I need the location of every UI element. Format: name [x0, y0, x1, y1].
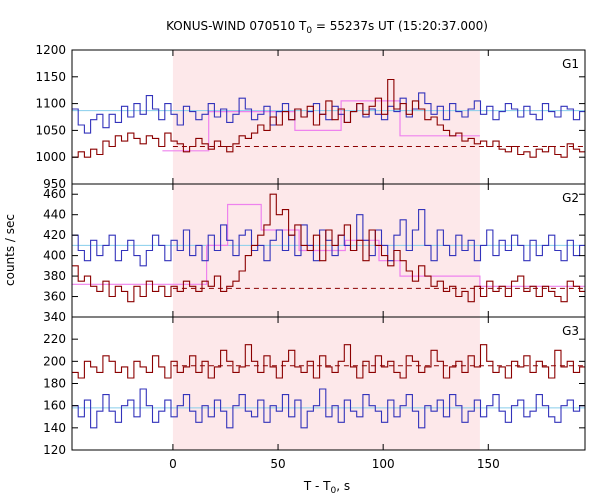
y-tick-label-G1: 1150	[35, 70, 66, 84]
y-tick-label-G2: 360	[43, 290, 66, 304]
panel-frames	[71, 49, 586, 451]
y-tick-label-G1: 950	[43, 177, 66, 191]
panel-label-G1: G1	[562, 57, 579, 71]
y-tick-label-G3: 140	[43, 421, 66, 435]
x-tick-label: 50	[270, 457, 285, 471]
x-axis-label: T - T0, s	[303, 479, 350, 496]
series-G1-red	[72, 78, 585, 158]
x-tick-label: 150	[477, 457, 500, 471]
panel-G3-marks	[72, 344, 585, 429]
y-tick-label-G3: 160	[43, 399, 66, 413]
y-axis-label: counts / sec	[3, 214, 17, 286]
bayesian-blocks-G1	[162, 100, 480, 152]
series-G2-blue	[72, 209, 585, 267]
y-tick-label-G3: 220	[43, 332, 66, 346]
panel-label-G3: G3	[562, 324, 579, 338]
series-G3-red	[72, 344, 585, 379]
x-tick-label: 100	[372, 457, 395, 471]
series-G2-red	[72, 193, 585, 303]
y-tick-label-G2: 460	[43, 187, 66, 201]
highlight-interval-G1	[172, 50, 480, 184]
y-tick-label-G2: 380	[43, 269, 66, 283]
x-tick-label: 0	[169, 457, 177, 471]
chart-marks	[72, 78, 585, 429]
bayesian-blocks-G2	[72, 203, 585, 287]
y-tick-label-G1: 1100	[35, 97, 66, 111]
y-tick-label-G2: 340	[43, 310, 66, 324]
y-tick-label-G1: 1000	[35, 150, 66, 164]
y-tick-label-G1: 1200	[35, 43, 66, 57]
highlight-interval-G3	[172, 317, 480, 450]
y-tick-label-G2: 420	[43, 228, 66, 242]
y-tick-label-G2: 440	[43, 208, 66, 222]
panel-G2-marks	[72, 193, 585, 303]
y-tick-label-G3: 200	[43, 354, 66, 368]
series-G1-blue	[72, 92, 585, 134]
panel-label-G2: G2	[562, 191, 579, 205]
chart-title: KONUS-WIND 070510 T0 = 55237s UT (15:20:…	[166, 19, 488, 36]
y-tick-label-G1: 1050	[35, 123, 66, 137]
y-tick-label-G3: 120	[43, 443, 66, 457]
series-G3-blue	[72, 388, 585, 429]
chart-labels: KONUS-WIND 070510 T0 = 55237s UT (15:20:…	[3, 19, 579, 496]
y-tick-label-G3: 180	[43, 377, 66, 391]
panel-G1-marks	[72, 78, 585, 158]
y-tick-label-G2: 400	[43, 249, 66, 263]
